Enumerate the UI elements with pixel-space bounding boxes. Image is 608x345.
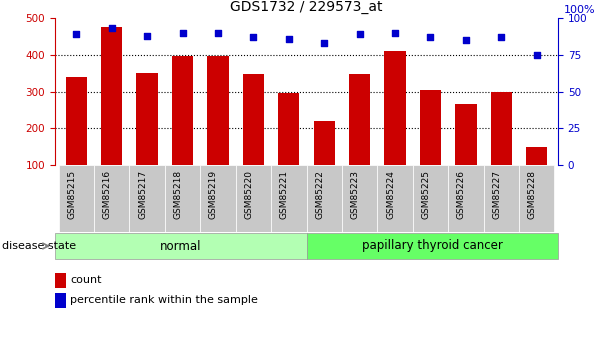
Bar [94,165,130,232]
Text: GSM85223: GSM85223 [351,170,360,219]
Point [142,33,152,38]
Bar [236,165,271,232]
Bar [413,165,448,232]
Bar [101,27,122,165]
Point [461,37,471,43]
Bar [130,165,165,232]
Bar [448,165,483,232]
Bar [455,104,477,165]
Bar [66,77,87,165]
Text: count: count [70,275,102,285]
Text: GSM85217: GSM85217 [138,170,147,219]
Text: GSM85215: GSM85215 [67,170,76,219]
Point [532,52,542,58]
Bar [378,165,413,232]
Point [355,31,365,37]
Point [249,34,258,40]
Bar [306,165,342,232]
Text: GSM85221: GSM85221 [280,170,289,219]
Bar [314,121,335,165]
Bar [491,91,512,165]
FancyBboxPatch shape [306,234,558,259]
Text: GSM85224: GSM85224 [386,170,395,219]
Point [71,31,81,37]
Bar [526,147,547,165]
FancyBboxPatch shape [55,234,306,259]
Text: normal: normal [160,239,201,253]
Bar [165,165,200,232]
Bar [55,273,66,288]
Text: GSM85222: GSM85222 [315,170,324,219]
Bar [200,165,236,232]
Bar [58,165,94,232]
Bar [384,51,406,165]
Bar [207,56,229,165]
Text: disease state: disease state [2,241,76,251]
Text: GSM85228: GSM85228 [528,170,537,219]
Point [390,30,400,36]
Text: GSM85225: GSM85225 [421,170,430,219]
Bar [483,165,519,232]
Bar [349,74,370,165]
Bar [136,73,157,165]
Title: GDS1732 / 229573_at: GDS1732 / 229573_at [230,0,383,14]
Point [178,30,187,36]
Point [319,40,329,46]
Point [213,30,223,36]
Bar [172,56,193,165]
Bar [271,165,306,232]
Bar [519,165,554,232]
Text: GSM85226: GSM85226 [457,170,466,219]
Bar [55,293,66,308]
Text: GSM85220: GSM85220 [244,170,254,219]
Point [107,26,117,31]
Bar [420,90,441,165]
Text: 100%: 100% [564,5,595,15]
Text: GSM85218: GSM85218 [173,170,182,219]
Point [284,36,294,41]
Text: papillary thyroid cancer: papillary thyroid cancer [362,239,503,253]
Bar [278,93,299,165]
Text: GSM85219: GSM85219 [209,170,218,219]
Bar [243,74,264,165]
Point [426,34,435,40]
Text: percentile rank within the sample: percentile rank within the sample [70,295,258,305]
Bar [342,165,378,232]
Text: GSM85227: GSM85227 [492,170,502,219]
Text: GSM85216: GSM85216 [103,170,112,219]
Point [497,34,506,40]
